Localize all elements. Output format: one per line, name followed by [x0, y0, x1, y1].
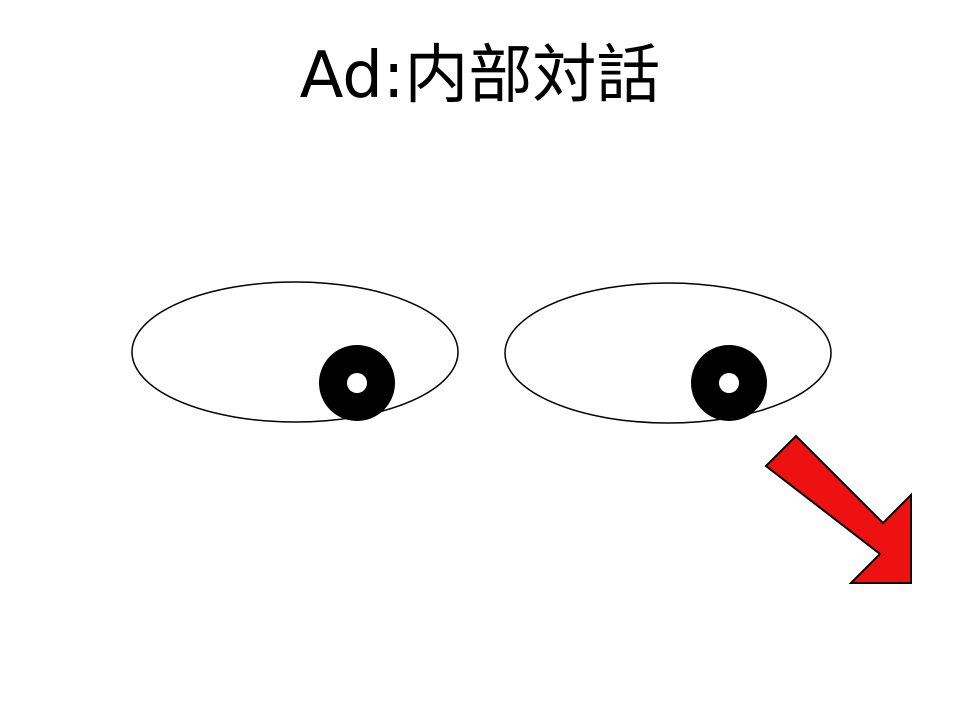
- arrow-shape: [764, 434, 912, 584]
- left-eye-outline: [131, 281, 459, 423]
- left-eye-pupil-highlight: [347, 373, 367, 393]
- right-eye-pupil-highlight: [719, 373, 739, 393]
- right-eye: [504, 282, 832, 424]
- slide-title: Ad:内部対話: [299, 39, 661, 113]
- right-eye-outline: [504, 282, 832, 424]
- left-eye: [131, 281, 459, 423]
